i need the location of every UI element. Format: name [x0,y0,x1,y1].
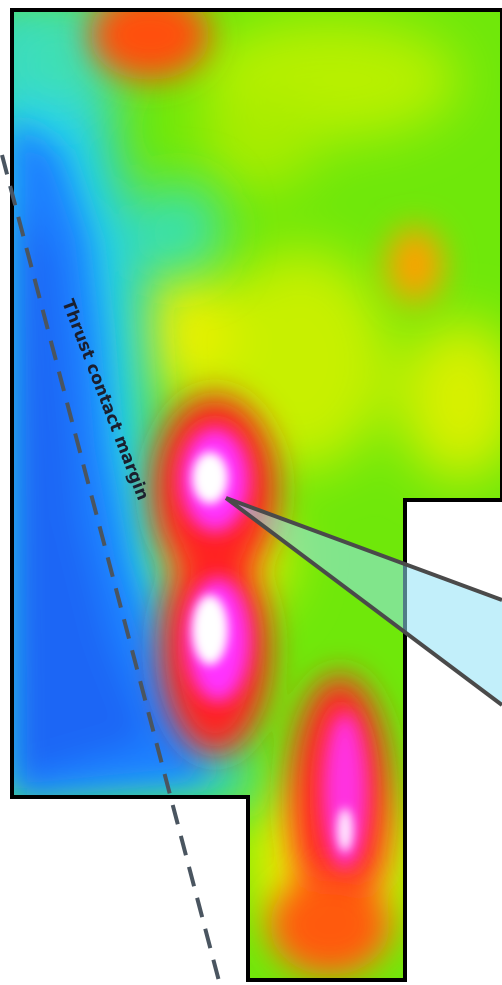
callout-line-upper [225,496,502,602]
callout-line-lower [224,496,502,707]
peak-highlights [192,452,353,852]
thrust-contact-line [0,154,222,985]
deep-low-band [12,120,210,800]
survey-boundary [10,8,502,982]
high-value-zones [90,10,443,975]
